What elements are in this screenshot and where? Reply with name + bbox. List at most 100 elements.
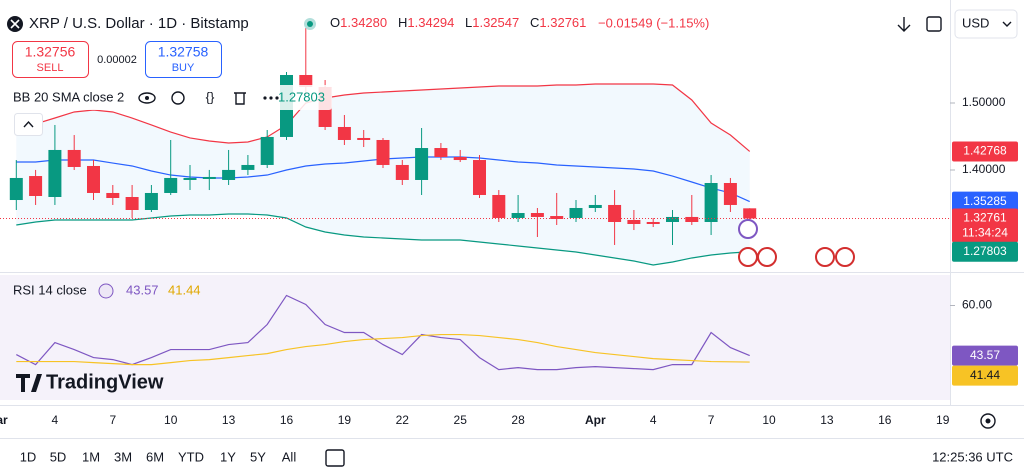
period-button[interactable]: 5D [50,449,67,464]
x-tick-label: 13 [222,413,236,427]
buy-box [145,41,222,78]
candle-body [723,182,737,205]
x-tick-label: 10 [762,413,776,427]
y-tick-label: 1.40000 [962,162,1006,176]
clock: 12:25:36 UTC [932,449,1013,464]
candle-body [357,137,371,140]
sell-button[interactable]: 1.32756 SELL [12,41,89,78]
ohlc-key: C [530,15,539,30]
x-tick-label: 4 [650,413,657,427]
candle-body [87,165,100,193]
rsi-title: RSI 14 close [13,282,87,297]
x-tick-label: 28 [511,413,525,427]
upper-band-label-bg [952,141,1018,162]
candle-body [453,157,467,161]
upper-band-label: 1.42768 [963,144,1007,158]
sell-box [12,41,89,78]
candle-body [164,177,178,193]
x-tick-label: 19 [338,413,352,427]
candle-body [222,169,236,180]
band-line [16,83,751,152]
calendar-icon [325,449,345,467]
candle-body [704,182,718,222]
compare-button[interactable] [926,16,942,32]
candle-body [144,192,158,210]
download-button[interactable] [897,17,911,32]
settings-icon [980,413,996,429]
currency-caret [1002,21,1012,27]
candle-body [29,176,43,196]
indicator-value: 1.27803 [278,89,325,104]
period-button[interactable]: 1M [82,449,100,464]
rsi-icon [98,283,114,299]
currency-selector[interactable]: USD [954,9,1018,39]
candle-body [473,160,486,195]
candle-body [125,197,139,210]
candle-body [48,149,62,198]
candle-body [492,194,506,218]
spread: 0.00002 [97,54,137,66]
currency: USD [962,15,989,30]
period-button[interactable]: 1D [20,449,37,464]
lower-band-label-bg [952,241,1018,262]
period-button[interactable]: All [282,449,297,464]
ohlc-item: O1.34280 [330,15,387,30]
indicator-name: BB 20 SMA close 2 [13,89,124,104]
compare-icon [926,16,942,32]
period-button[interactable]: 6M [146,449,164,464]
event-marker[interactable] [815,247,835,267]
dot [275,96,279,100]
event-marker[interactable] [757,247,777,267]
market-status-dot [307,21,313,27]
indicator-visibility[interactable] [138,92,156,104]
candle-body [395,164,409,180]
period-button[interactable]: 5Y [250,449,266,464]
x-tick-label: 25 [454,413,468,427]
candle-body [415,148,429,180]
event-marker[interactable] [835,247,855,267]
candle-body [685,216,699,222]
event-marker[interactable] [738,247,758,267]
indicator-remove[interactable] [234,92,246,105]
axis-settings[interactable] [980,413,996,429]
last-price-bg [952,208,1018,243]
rsi-pane [0,275,950,400]
ohlc-item: H1.34294 [398,15,454,30]
sell-price: 1.32756 [25,44,76,60]
x-tick-label: 10 [164,413,178,427]
x-tick-label: 22 [396,413,410,427]
y-tick-label: 1.50000 [962,95,1006,109]
basis-label: 1.35285 [963,194,1007,208]
event-marker[interactable] [738,219,758,239]
period-button[interactable]: 1Y [220,449,236,464]
x-tick-label: 19 [936,413,950,427]
candle-body [260,136,274,165]
indicator-more[interactable] [263,96,279,100]
rsi-ma-last: 41.44 [970,368,1000,382]
logo-mark [16,374,42,392]
currency-box [954,9,1018,39]
ohlc-key: L [465,15,472,30]
x-tick-label: 13 [820,413,834,427]
lower-band-label: 1.27803 [963,244,1007,258]
ohlc-value: 1.32547 [472,15,519,30]
collapse-legend[interactable] [14,113,43,136]
candle-body [588,204,602,208]
period-button[interactable]: 3M [114,449,132,464]
indicator-settings[interactable] [171,91,185,105]
logo: TradingView [16,371,164,393]
buy-button[interactable]: 1.32758 BUY [145,41,222,78]
x-tick-label: 4 [52,413,59,427]
indicator-source[interactable]: {} [206,89,215,104]
period-button[interactable]: YTD [178,449,204,464]
candle-body [299,74,313,87]
date-range-button[interactable] [325,449,345,467]
candle-body [337,126,351,140]
settings-dot [985,418,991,424]
x-tick-label: 7 [109,413,116,427]
rsi-last-bg [952,345,1018,366]
candle-body [666,216,679,222]
band-line [16,213,750,266]
